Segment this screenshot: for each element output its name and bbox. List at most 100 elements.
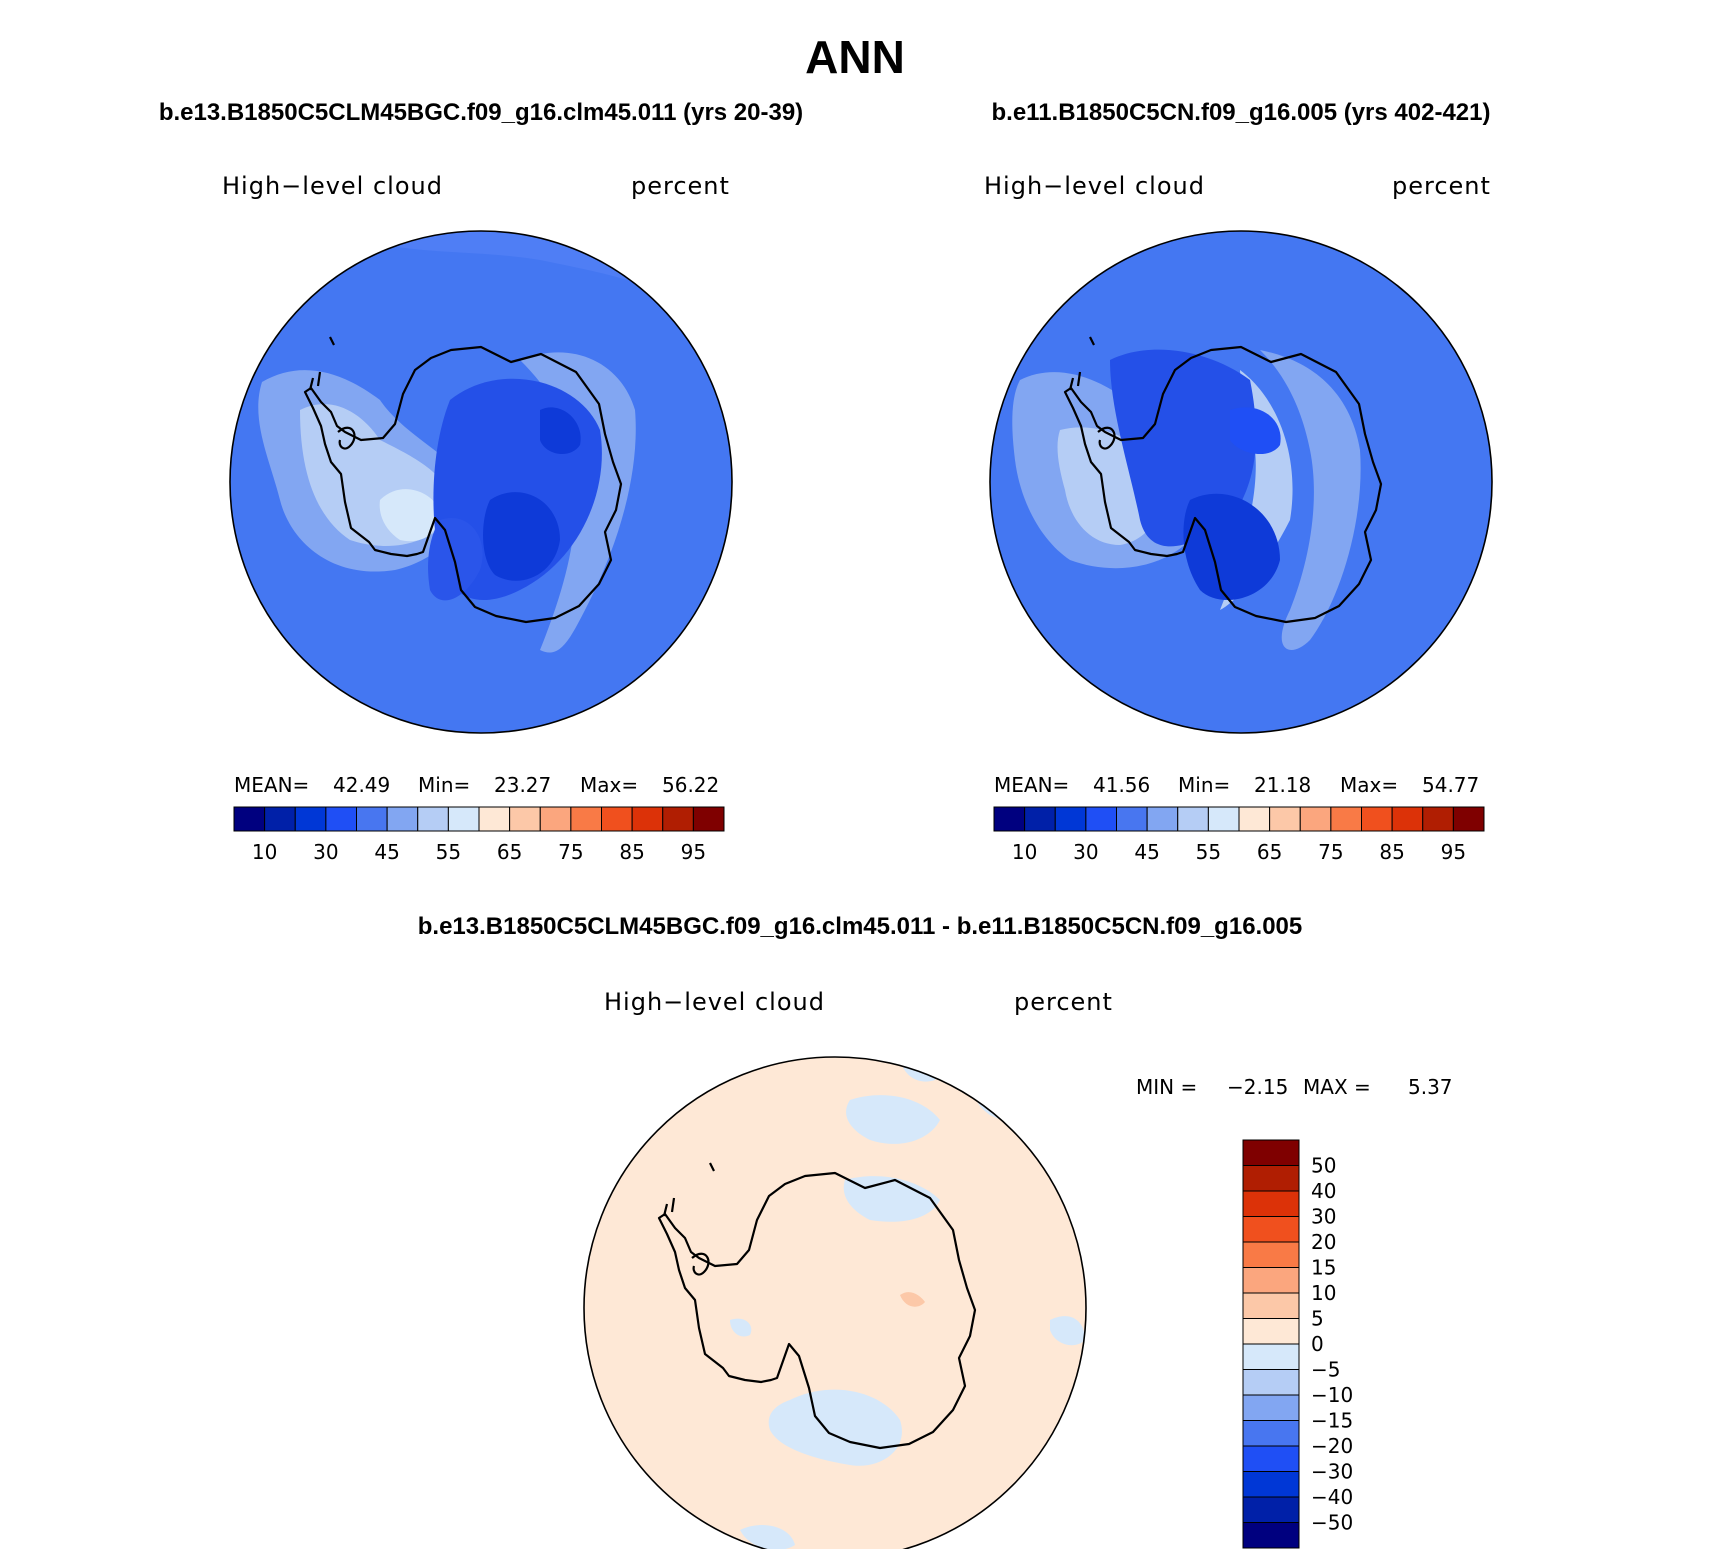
mean-label: MEAN=	[234, 773, 309, 797]
colorbar-swatch	[1242, 1241, 1300, 1268]
colorbar-tick-label: 20	[1311, 1230, 1336, 1254]
colorbar-tick-label: 75	[1318, 840, 1343, 864]
variable-label: High−level cloud	[222, 172, 443, 200]
polar-map	[990, 231, 1492, 733]
colorbar-swatch	[1330, 806, 1362, 832]
colorbar-swatch	[1269, 806, 1301, 832]
colorbar-swatch	[1242, 1267, 1300, 1294]
max-value: 54.77	[1422, 773, 1479, 797]
max-label: MAX =	[1303, 1075, 1371, 1099]
colorbar-swatch	[447, 806, 480, 832]
variable-label: High−level cloud	[984, 172, 1205, 200]
colorbar-swatch	[1116, 806, 1148, 832]
colorbar-swatch	[417, 806, 449, 832]
colorbar-swatch	[1242, 1165, 1300, 1192]
colorbar-tick-label: −10	[1311, 1383, 1353, 1407]
colorbar-swatch	[264, 806, 296, 832]
colorbar-swatch	[1299, 806, 1332, 832]
colorbar-swatch	[1085, 806, 1117, 832]
panel-case-title: b.e13.B1850C5CLM45BGC.f09_g16.clm45.011 …	[418, 913, 1303, 940]
colorbar-swatch	[1242, 1343, 1300, 1370]
colorbar-swatch	[325, 806, 357, 832]
colorbar-horizontal: 10 30 45 55 65 75 85 95	[233, 806, 725, 864]
colorbar-tick-label: 65	[1257, 840, 1282, 864]
colorbar-tick-label: 45	[1134, 840, 1159, 864]
colorbar-swatch	[1242, 1522, 1300, 1549]
colorbar-swatch	[1422, 806, 1454, 832]
colorbar-swatch	[1207, 806, 1240, 832]
colorbar-swatch	[539, 806, 572, 832]
map-stats: MEAN= 41.56 Min= 21.18 Max= 54.77	[994, 773, 1479, 797]
colorbar-tick-label: 45	[374, 840, 399, 864]
panel-difference: b.e13.B1850C5CLM45BGC.f09_g16.clm45.011 …	[418, 913, 1453, 1549]
figure-title: ANN	[805, 31, 905, 83]
colorbar-swatch	[1177, 806, 1209, 832]
colorbar-tick-label: −40	[1311, 1485, 1353, 1509]
colorbar-swatch	[1238, 806, 1271, 832]
mean-value: 41.56	[1093, 773, 1150, 797]
colorbar-tick-label: −5	[1311, 1358, 1340, 1382]
max-value: 5.37	[1408, 1075, 1453, 1099]
units-label: percent	[1014, 988, 1113, 1016]
max-value: 56.22	[662, 773, 719, 797]
colorbar-swatch	[570, 806, 602, 832]
colorbar-tick-label: 0	[1311, 1332, 1324, 1356]
colorbar-swatch	[233, 806, 266, 832]
colorbar-swatch	[1242, 1216, 1300, 1243]
colorbar-swatch	[631, 806, 664, 832]
colorbar-swatch	[1146, 806, 1179, 832]
colorbar-tick-label: 10	[252, 840, 277, 864]
colorbar-swatch	[1242, 1471, 1300, 1498]
colorbar-swatch	[1242, 1420, 1300, 1447]
colorbar-swatch	[1054, 806, 1087, 832]
colorbar-tick-label: 30	[1073, 840, 1098, 864]
map-boundary	[583, 1056, 1087, 1549]
colorbar-swatch	[1242, 1369, 1300, 1396]
colorbar-swatch	[1242, 1496, 1300, 1523]
colorbar-tick-label: 95	[1441, 840, 1466, 864]
colorbar-tick-label: −30	[1311, 1460, 1353, 1484]
mean-value: 42.49	[333, 773, 390, 797]
colorbar-tick-label: 65	[497, 840, 522, 864]
variable-label: High−level cloud	[604, 988, 825, 1016]
colorbar-tick-label: 55	[436, 840, 461, 864]
colorbar-tick-label: 40	[1311, 1179, 1336, 1203]
colorbar-tick-label: −15	[1311, 1409, 1353, 1433]
panel-reference: b.e11.B1850C5CN.f09_g16.005 (yrs 402-421…	[984, 99, 1493, 864]
colorbar-swatch	[662, 806, 694, 832]
colorbar-tick-label: 5	[1311, 1307, 1324, 1331]
colorbar-tick-label: −20	[1311, 1434, 1353, 1458]
max-label: Max=	[580, 773, 638, 797]
units-label: percent	[1392, 172, 1491, 200]
colorbar-swatch	[1242, 1394, 1300, 1421]
colorbar-swatch	[1242, 1190, 1300, 1217]
map-boundary	[229, 230, 733, 734]
min-value: 23.27	[494, 773, 551, 797]
max-label: Max=	[1340, 773, 1398, 797]
panel-case-title: b.e13.B1850C5CLM45BGC.f09_g16.clm45.011 …	[159, 99, 803, 126]
colorbar-horizontal: 10 30 45 55 65 75 85 95	[993, 806, 1485, 864]
colorbar-tick-label: 85	[619, 840, 644, 864]
colorbar-swatch	[993, 806, 1026, 832]
polar-map	[230, 231, 732, 733]
colorbar-tick-label: 15	[1311, 1256, 1336, 1280]
colorbar-swatch	[386, 806, 419, 832]
min-value: 21.18	[1254, 773, 1311, 797]
colorbar-tick-label: 75	[558, 840, 583, 864]
colorbar-tick-label: 95	[681, 840, 706, 864]
colorbar-tick-label: −50	[1311, 1511, 1353, 1535]
colorbar-swatch	[1242, 1318, 1300, 1345]
colorbar-swatch	[692, 806, 725, 832]
colorbar-swatch	[294, 806, 327, 832]
map-stats: MIN = −2.15 MAX = 5.37	[1136, 1075, 1453, 1099]
colorbar-swatch	[1242, 1445, 1300, 1472]
colorbar-tick-label: 10	[1311, 1281, 1336, 1305]
mean-label: MEAN=	[994, 773, 1069, 797]
map-stats: MEAN= 42.49 Min= 23.27 Max= 56.22	[234, 773, 719, 797]
colorbar-tick-label: 55	[1196, 840, 1221, 864]
colorbar-swatch	[1242, 1139, 1300, 1166]
colorbar-swatch	[478, 806, 511, 832]
